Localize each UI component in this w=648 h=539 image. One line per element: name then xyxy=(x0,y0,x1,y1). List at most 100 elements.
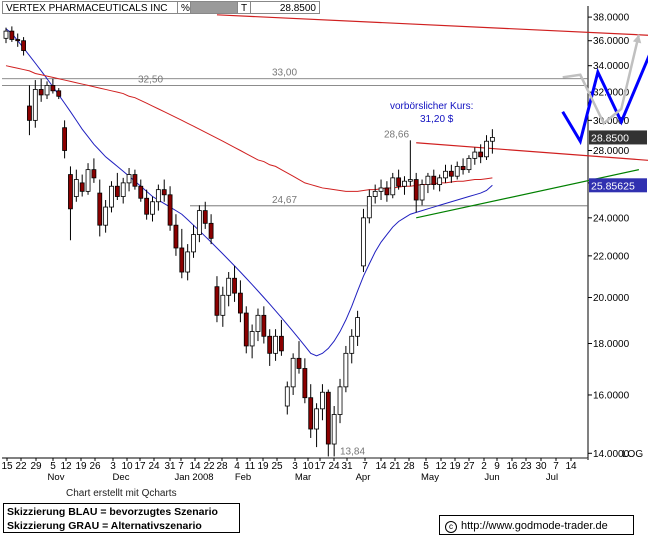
candle-body xyxy=(208,222,214,239)
x-day-label: 9 xyxy=(494,461,500,472)
y-tick-label: 16.0000 xyxy=(593,390,630,401)
candle-body xyxy=(173,224,179,249)
x-day-label: 14 xyxy=(565,461,577,472)
candle-body xyxy=(419,184,425,201)
candle-body xyxy=(448,170,454,177)
candle-body xyxy=(21,40,26,51)
x-month-label: Feb xyxy=(235,472,251,483)
candle-body xyxy=(314,408,319,430)
candle-body xyxy=(3,30,9,39)
trendline-red xyxy=(416,142,648,161)
x-day-label: 25 xyxy=(271,461,283,472)
x-month-label: Jun xyxy=(484,472,499,483)
candle-body xyxy=(179,247,185,273)
x-day-label: 7 xyxy=(362,461,368,472)
x-day-label: 12 xyxy=(435,461,447,472)
candle-body xyxy=(261,314,267,337)
candle-body xyxy=(27,105,32,121)
candle-body xyxy=(161,189,167,196)
candle-body xyxy=(390,177,396,196)
x-month-label: Nov xyxy=(48,472,65,483)
symbol-name: VERTEX PHARMACEUTICALS INC xyxy=(2,1,177,14)
candle-body xyxy=(273,335,278,354)
candle-body xyxy=(372,190,378,197)
x-month-label: Dec xyxy=(113,472,130,483)
candle-body xyxy=(384,187,390,196)
candle-body xyxy=(62,127,67,151)
candle-body xyxy=(308,397,314,430)
peak-label: 28,66 xyxy=(384,129,409,140)
candle-body xyxy=(237,292,243,314)
candle-body xyxy=(402,180,407,187)
candle-body xyxy=(466,157,472,171)
candle-body xyxy=(349,335,355,354)
candle-body xyxy=(325,391,331,445)
x-day-label: 28 xyxy=(216,461,228,472)
candle-body xyxy=(489,137,495,142)
x-day-label: 26 xyxy=(89,461,101,472)
trendline-green xyxy=(416,169,640,219)
candle-body xyxy=(120,182,126,197)
candle-body xyxy=(79,182,85,192)
y-tick-label: 24.0000 xyxy=(593,213,630,224)
candle-body xyxy=(73,179,79,197)
candle-body xyxy=(484,140,489,158)
y-tick-label: 18.0000 xyxy=(593,339,630,350)
candle-body xyxy=(437,177,443,185)
x-day-label: 2 xyxy=(481,461,487,472)
candle-body xyxy=(191,234,196,253)
x-day-label: 19 xyxy=(75,461,87,472)
y-tick-label: 22.0000 xyxy=(593,251,630,262)
premarket-label: vorbörslicher Kurs: xyxy=(390,101,473,112)
x-day-label: 11 xyxy=(245,461,256,472)
percent-label: % xyxy=(177,1,190,14)
candle-body xyxy=(167,194,173,226)
x-day-label: 10 xyxy=(302,461,314,472)
x-day-label: 31 xyxy=(164,461,176,472)
candle-body xyxy=(320,391,325,410)
x-day-label: 29 xyxy=(30,461,42,472)
x-day-label: 3 xyxy=(292,461,298,472)
x-day-label: 15 xyxy=(1,461,13,472)
candle-body xyxy=(413,179,419,201)
x-day-label: 7 xyxy=(553,461,559,472)
x-month-label: Jan 2008 xyxy=(174,472,213,483)
x-month-label: Apr xyxy=(356,472,371,483)
log-scale-label: LOG xyxy=(622,449,644,460)
t-label: T xyxy=(237,1,250,14)
level-label: 32,50 xyxy=(138,74,163,85)
x-day-label: 17 xyxy=(134,461,146,472)
scenario-legend: Skizzierung BLAU = bevorzugtes Szenario … xyxy=(3,503,240,533)
candle-body xyxy=(443,170,448,179)
candle-body xyxy=(196,210,202,235)
candle-body xyxy=(343,352,349,388)
x-month-label: Mar xyxy=(295,472,311,483)
price-badge-label: 25.85625 xyxy=(591,180,635,192)
candle-body xyxy=(337,386,343,415)
y-tick-label: 38.0000 xyxy=(593,13,630,24)
candle-body xyxy=(478,151,484,158)
x-day-label: 3 xyxy=(110,461,116,472)
x-day-label: 30 xyxy=(535,461,547,472)
x-day-label: 5 xyxy=(423,461,429,472)
website-box[interactable]: c http://www.godmode-trader.de xyxy=(439,515,634,535)
x-day-label: 10 xyxy=(121,461,133,472)
header-gray-field xyxy=(190,1,237,14)
x-day-label: 12 xyxy=(60,461,72,472)
candle-body xyxy=(220,294,226,316)
candle-body xyxy=(460,165,466,171)
moving-average-red xyxy=(5,65,493,192)
candle-body xyxy=(366,196,372,219)
candle-body xyxy=(155,189,161,203)
candle-body xyxy=(103,206,109,226)
website-link[interactable]: http://www.godmode-trader.de xyxy=(461,520,608,532)
candle-body xyxy=(68,174,73,210)
x-day-label: 23 xyxy=(520,461,532,472)
candle-body xyxy=(144,197,150,215)
x-month-label: May xyxy=(421,472,439,483)
candle-body xyxy=(15,39,21,42)
price-chart: 38.0000 36.0000 34.0000 32.0000 30.0000 28.00… xyxy=(1,6,648,483)
x-day-label: 22 xyxy=(15,461,27,472)
y-tick-label: 30.0000 xyxy=(593,116,630,127)
candle-body xyxy=(85,169,91,192)
